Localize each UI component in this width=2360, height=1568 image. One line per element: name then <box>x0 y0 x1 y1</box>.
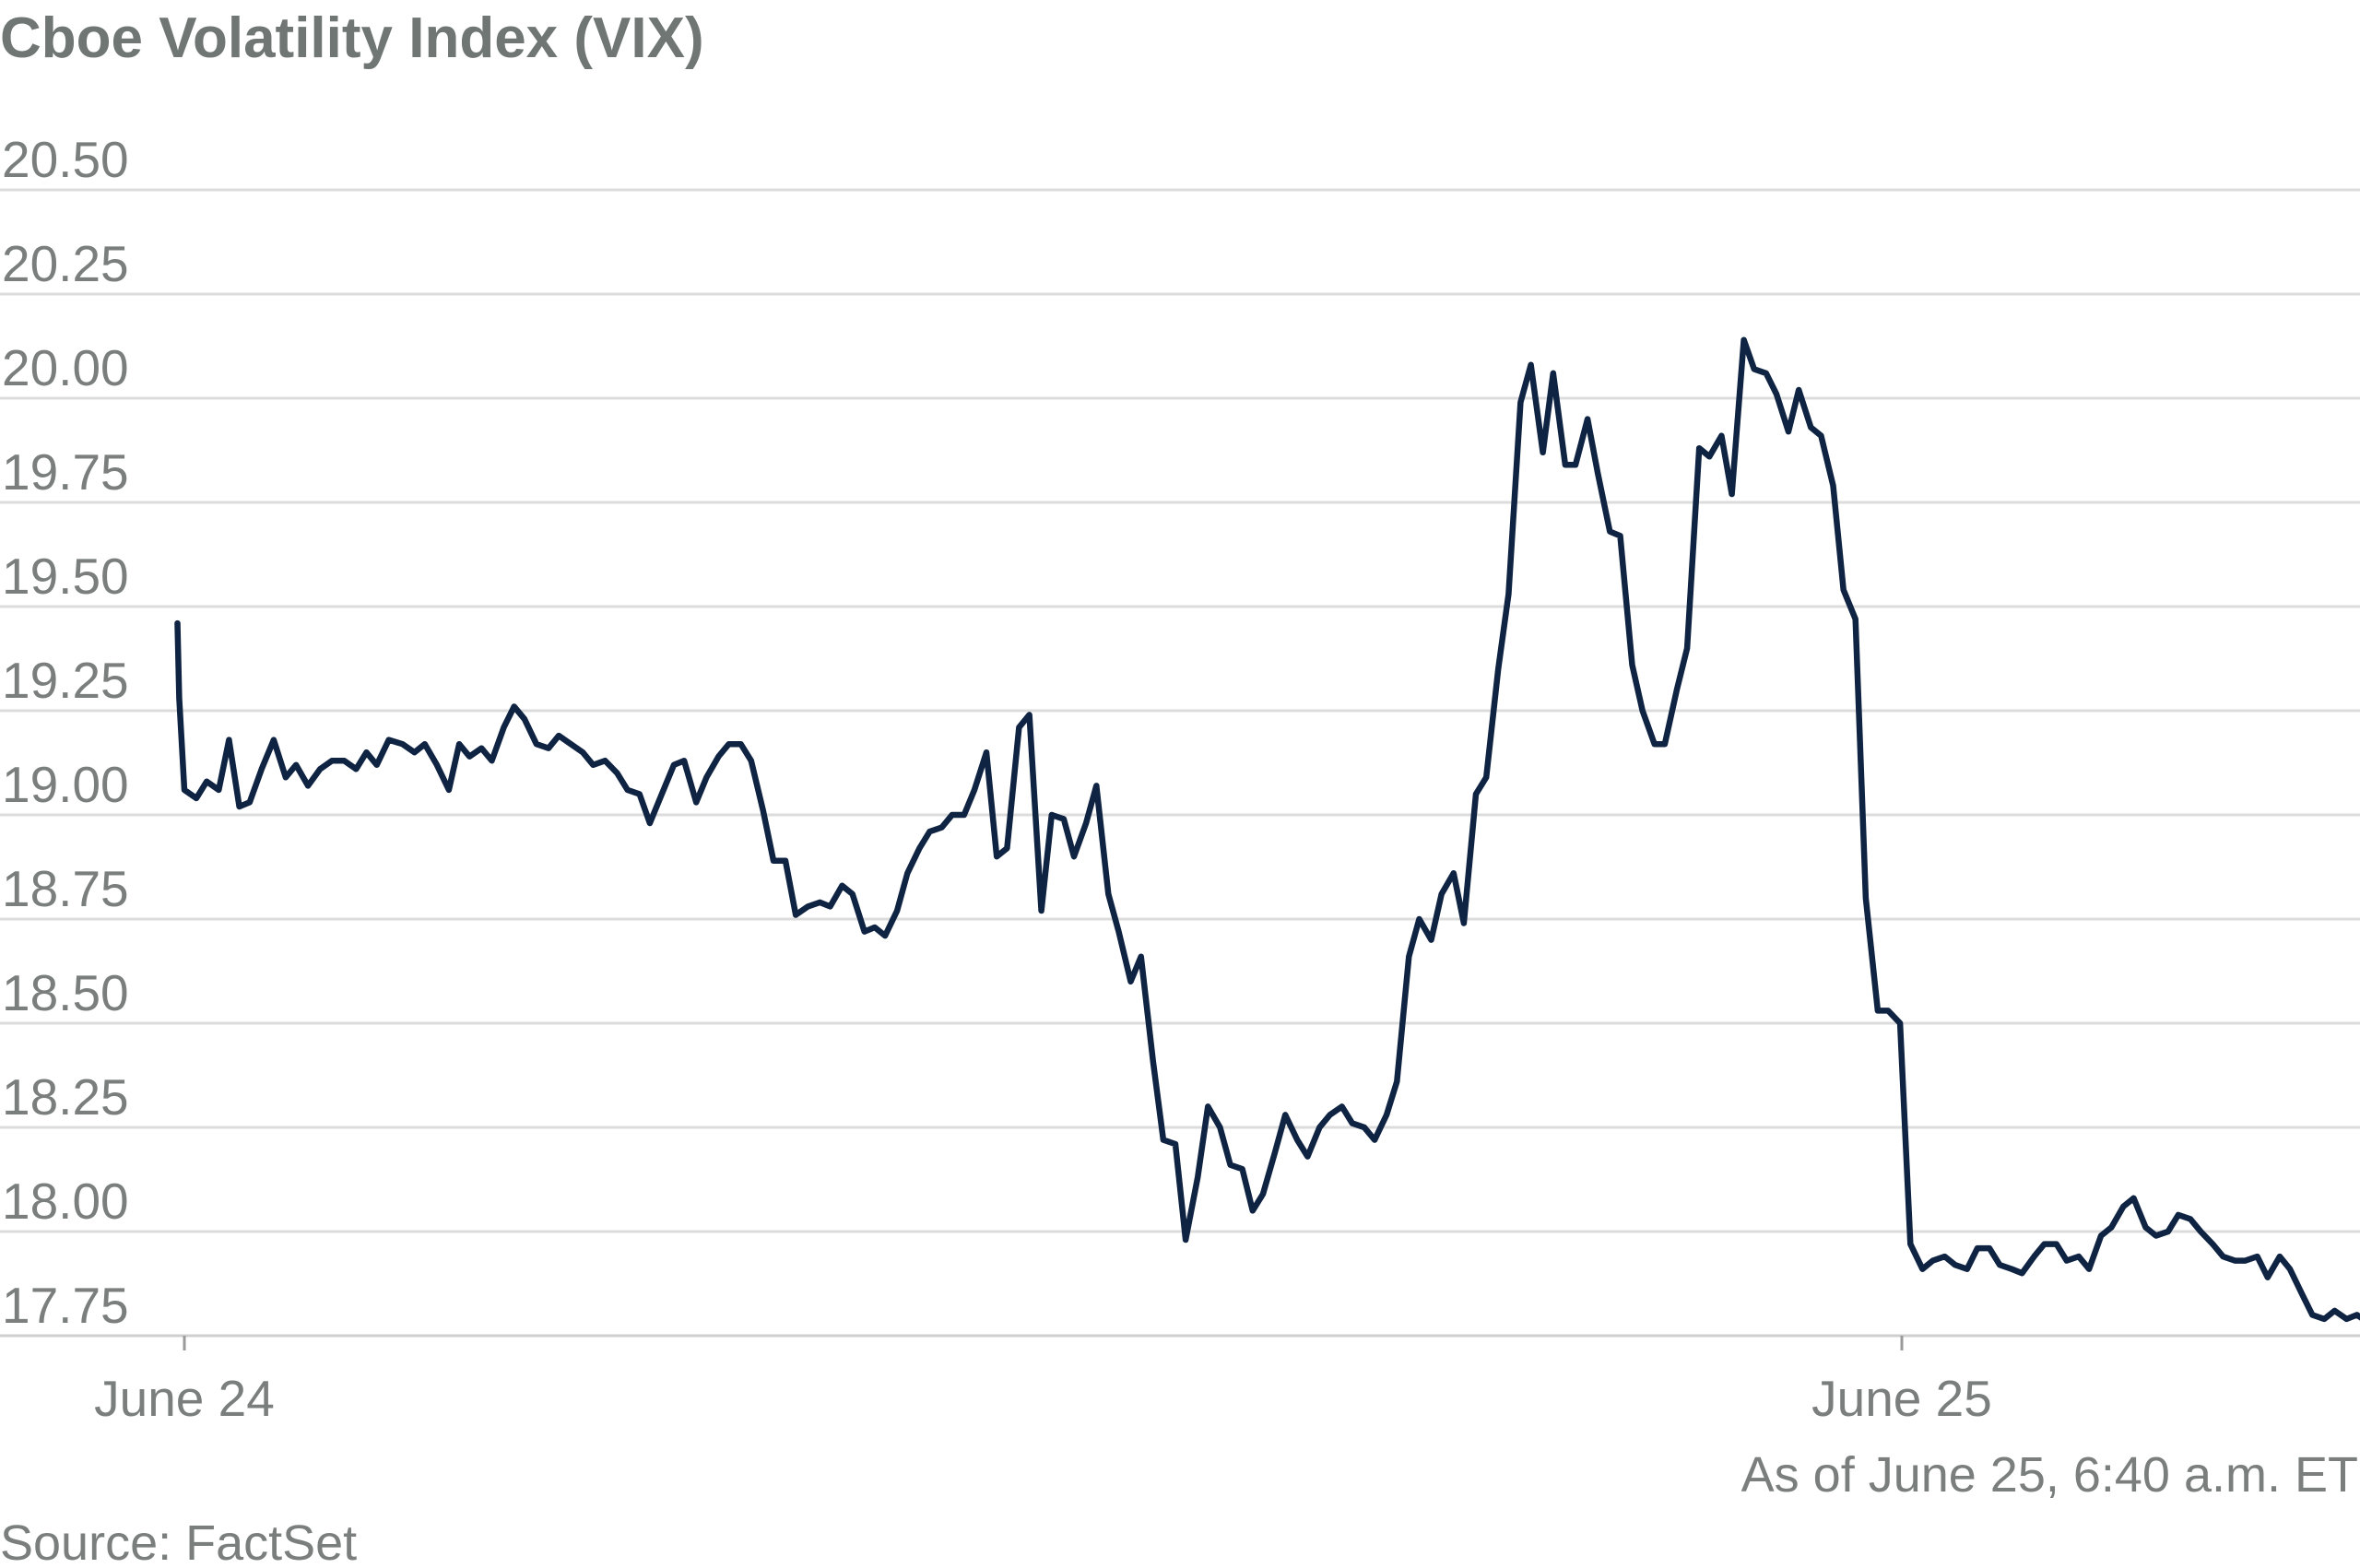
y-axis-tick-labels: 20.50 20.25 20.00 19.75 19.50 19.25 19.00 18.75… <box>2 131 129 1334</box>
source-note: Source: FactSet <box>0 1515 357 1568</box>
series-layer <box>174 336 2360 1323</box>
x-axis: June 24 June 25 <box>94 1336 1992 1427</box>
y-tick-label: 19.50 <box>2 548 129 605</box>
y-tick-label: 20.25 <box>2 235 129 292</box>
y-tick-label: 20.50 <box>2 131 129 188</box>
gridlines <box>0 188 2360 1338</box>
y-tick-label: 18.75 <box>2 860 129 917</box>
y-tick-label: 18.25 <box>2 1068 129 1126</box>
y-tick-label: 17.75 <box>2 1277 129 1334</box>
y-tick-label: 18.50 <box>2 964 129 1021</box>
y-tick-label: 18.00 <box>2 1173 129 1230</box>
x-tick-label: June 24 <box>94 1370 275 1427</box>
y-tick-label: 19.00 <box>2 756 129 813</box>
y-tick-label: 19.25 <box>2 652 129 709</box>
y-tick-label: 20.00 <box>2 339 129 396</box>
y-tick-label: 19.75 <box>2 443 129 501</box>
as-of-note: As of June 25, 6:40 a.m. ET <box>1741 1447 2358 1503</box>
chart-title: Cboe Volatility Index (VIX) <box>0 6 704 70</box>
x-tick-label: June 25 <box>1811 1370 1992 1427</box>
vix-series-line <box>174 336 2360 1323</box>
